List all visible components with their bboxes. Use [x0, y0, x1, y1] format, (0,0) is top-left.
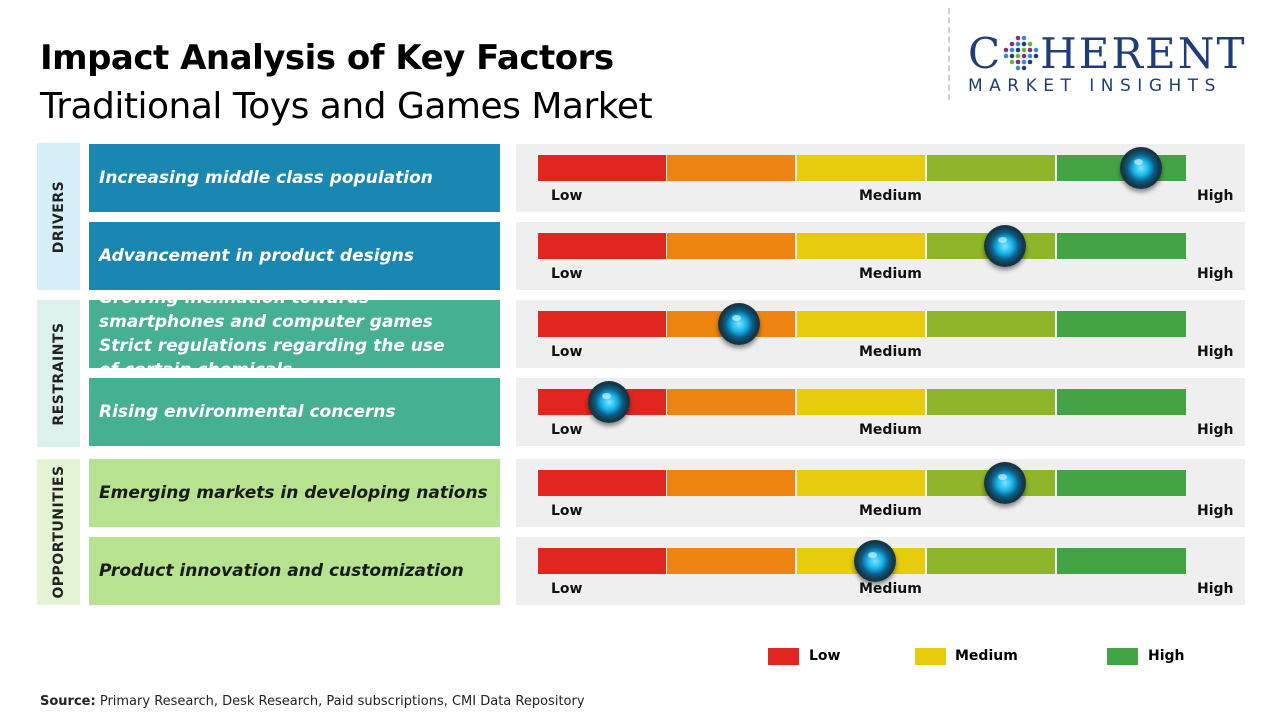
- scale-label-high: High: [1197, 266, 1234, 282]
- logo-name-after: HERENT: [1040, 29, 1247, 78]
- legend-label-low: Low: [809, 648, 841, 664]
- legend-swatch-medium: [915, 648, 946, 665]
- impact-marker: [717, 303, 760, 345]
- factor-text: Rising environmental concerns: [99, 402, 396, 422]
- impact-segment-5: [1057, 233, 1186, 259]
- factor-emerging-markets: Emerging markets in developing nations: [89, 459, 500, 527]
- factor-text-group: Growing inclination towards smartphones …: [99, 300, 459, 368]
- impact-segment-3: [797, 311, 925, 337]
- impact-segment-1: [538, 233, 666, 259]
- factor-text: Growing inclination towards smartphones …: [99, 300, 433, 332]
- impact-segment-3: [797, 233, 925, 259]
- impact-segment-5: [1057, 389, 1186, 415]
- impact-segment-5: [1057, 548, 1186, 574]
- impact-bar: Low Medium High: [516, 537, 1245, 605]
- impact-marker: [853, 540, 896, 582]
- company-logo: C HERENT MARKET INSIGHTS: [968, 32, 1268, 97]
- impact-bar: Low Medium High: [516, 300, 1245, 368]
- impact-segment-1: [538, 470, 666, 496]
- impact-segment-5: [1057, 311, 1186, 337]
- legend-swatch-high: [1107, 648, 1138, 665]
- impact-segment-3: [797, 389, 925, 415]
- scale-label-high: High: [1197, 344, 1234, 360]
- scale-label-high: High: [1197, 422, 1234, 438]
- factor-increasing-middle-class: Increasing middle class population: [89, 144, 500, 212]
- scale-label-med: Medium: [859, 344, 922, 360]
- scale-label-low: Low: [551, 188, 583, 204]
- impact-segment-2: [667, 233, 795, 259]
- impact-segment-2: [667, 155, 795, 181]
- source-text: Primary Research, Desk Research, Paid su…: [99, 694, 585, 709]
- scale-label-med: Medium: [859, 503, 922, 519]
- scale-label-low: Low: [551, 266, 583, 282]
- impact-marker: [983, 225, 1026, 267]
- impact-segment-4: [927, 311, 1055, 337]
- scale-label-high: High: [1197, 503, 1234, 519]
- impact-segment-2: [667, 548, 795, 574]
- factor-product-designs: Advancement in product designs: [89, 222, 500, 290]
- legend-label-high: High: [1148, 648, 1185, 664]
- factor-text-secondary: Strict regulations regarding the use of …: [99, 336, 445, 368]
- category-label: DRIVERS: [50, 180, 67, 253]
- scale-label-med: Medium: [859, 422, 922, 438]
- page-subtitle: Traditional Toys and Games Market: [40, 86, 653, 127]
- scale-label-med: Medium: [859, 188, 922, 204]
- factor-product-innovation: Product innovation and customization: [89, 537, 500, 605]
- impact-segment-4: [927, 389, 1055, 415]
- impact-marker: [1119, 147, 1162, 189]
- impact-segment-1: [538, 548, 666, 574]
- scale-label-high: High: [1197, 581, 1234, 597]
- scale-label-low: Low: [551, 503, 583, 519]
- scale-label-med: Medium: [859, 581, 922, 597]
- category-drivers: DRIVERS: [37, 143, 80, 290]
- impact-segment-2: [667, 389, 795, 415]
- impact-segment-5: [1057, 470, 1186, 496]
- source-note: Source: Primary Research, Desk Research,…: [40, 694, 585, 709]
- impact-segment-3: [797, 155, 925, 181]
- impact-segment-3: [797, 470, 925, 496]
- factor-text: Emerging markets in developing nations: [99, 483, 488, 503]
- logo-divider: [948, 8, 950, 100]
- source-label: Source:: [40, 694, 96, 709]
- legend-label-medium: Medium: [955, 648, 1018, 664]
- impact-bar: Low Medium High: [516, 378, 1245, 446]
- impact-segment-1: [538, 311, 666, 337]
- impact-segment-1: [538, 155, 666, 181]
- factor-smartphones-and-regulations: Growing inclination towards smartphones …: [89, 300, 500, 368]
- legend-swatch-low: [768, 648, 799, 665]
- logo-dots-icon: [1003, 35, 1039, 71]
- impact-segment-4: [927, 155, 1055, 181]
- factor-text: Advancement in product designs: [99, 246, 414, 266]
- impact-bar: Low Medium High: [516, 222, 1245, 290]
- logo-name-before: C: [968, 29, 1003, 78]
- impact-marker: [588, 381, 631, 423]
- scale-label-med: Medium: [859, 266, 922, 282]
- category-restraints: RESTRAINTS: [37, 300, 80, 447]
- impact-segment-4: [927, 548, 1055, 574]
- factor-text: Increasing middle class population: [99, 168, 433, 188]
- scale-label-low: Low: [551, 581, 583, 597]
- scale-label-high: High: [1197, 188, 1234, 204]
- page-title: Impact Analysis of Key Factors: [40, 38, 614, 78]
- factor-environmental-concerns: Rising environmental concerns: [89, 378, 500, 446]
- category-label: RESTRAINTS: [50, 321, 67, 426]
- impact-marker: [983, 462, 1026, 504]
- logo-tagline: MARKET INSIGHTS: [968, 76, 1222, 96]
- category-label: OPPORTUNITIES: [50, 465, 67, 599]
- scale-label-low: Low: [551, 422, 583, 438]
- impact-bar: Low Medium High: [516, 459, 1245, 527]
- logo-wordmark: C HERENT: [968, 32, 1268, 76]
- scale-label-low: Low: [551, 344, 583, 360]
- impact-segment-2: [667, 470, 795, 496]
- category-opportunities: OPPORTUNITIES: [37, 459, 80, 605]
- factor-text: Product innovation and customization: [99, 561, 464, 581]
- impact-bar: Low Medium High: [516, 144, 1245, 212]
